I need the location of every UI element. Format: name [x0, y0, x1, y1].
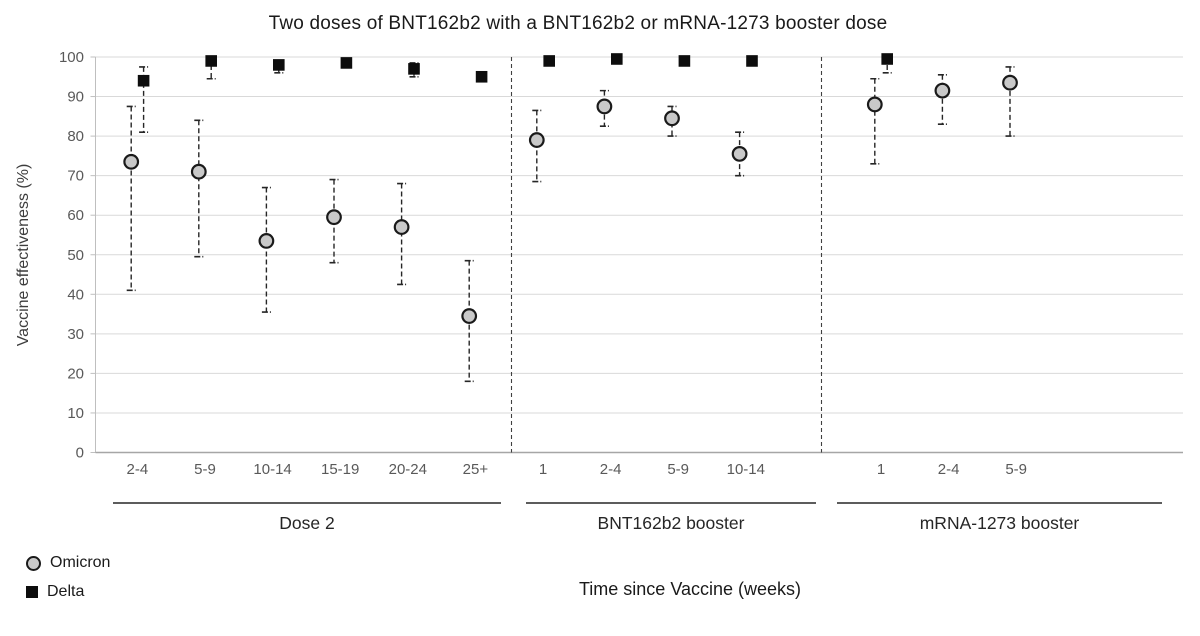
data-point-delta [881, 53, 893, 65]
y-tick-label: 50 [67, 247, 84, 264]
y-tick-label: 30 [67, 326, 84, 343]
y-tick-label: 70 [67, 168, 84, 185]
x-category-label: 25+ [463, 461, 489, 478]
data-point-delta [137, 74, 150, 87]
data-point-omicron [596, 98, 613, 115]
group-label: Dose 2 [279, 513, 334, 533]
x-category-label: 1 [539, 461, 547, 478]
y-tick-label: 80 [67, 128, 84, 145]
data-point-delta [205, 55, 217, 67]
x-category-label: 5-9 [1005, 461, 1027, 478]
legend-item-omicron: Omicron [26, 554, 110, 572]
x-category-label: 20-24 [389, 461, 427, 478]
y-tick-label: 20 [67, 365, 84, 382]
x-category-label: 1 [877, 461, 885, 478]
data-point-omicron [326, 209, 342, 226]
x-category-label: 10-14 [727, 461, 765, 478]
data-point-omicron [866, 96, 883, 113]
x-category-label: 10-14 [253, 461, 291, 478]
data-point-omicron [934, 82, 951, 99]
omicron-circle-marker-icon [26, 555, 41, 571]
y-tick-label: 10 [67, 405, 84, 422]
data-point-delta [408, 63, 420, 75]
data-point-omicron [258, 233, 275, 249]
data-point-omicron [190, 163, 207, 180]
data-point-delta [746, 55, 758, 67]
data-point-delta [678, 55, 691, 67]
y-tick-label: 90 [67, 89, 84, 106]
data-point-omicron [123, 153, 140, 170]
group-label: BNT162b2 booster [598, 513, 745, 533]
x-category-label: 2-4 [938, 461, 960, 478]
data-point-omicron [393, 219, 410, 235]
data-point-delta [340, 57, 353, 69]
legend: Omicron Delta [26, 554, 110, 601]
data-point-delta [543, 55, 555, 67]
delta-square-marker-icon [26, 586, 38, 598]
x-category-label: 15-19 [321, 461, 359, 478]
x-category-label: 5-9 [667, 461, 689, 478]
y-tick-label: 40 [67, 286, 84, 303]
x-category-label: 5-9 [194, 461, 216, 478]
data-point-omicron [461, 308, 478, 324]
legend-label-omicron: Omicron [50, 554, 111, 571]
data-point-delta [475, 70, 488, 83]
y-tick-label: 0 [76, 445, 84, 462]
group-label: mRNA-1273 booster [920, 513, 1080, 533]
x-category-label: 2-4 [127, 461, 149, 478]
y-tick-label: 100 [59, 49, 84, 66]
data-point-omicron [664, 110, 680, 127]
legend-item-delta: Delta [26, 583, 110, 601]
chart-title: Two doses of BNT162b2 with a BNT162b2 or… [268, 13, 888, 34]
x-category-label: 2-4 [600, 461, 622, 478]
data-point-omicron [731, 145, 748, 162]
data-point-omicron [528, 132, 545, 148]
data-point-delta [611, 53, 623, 65]
legend-label-delta: Delta [47, 583, 85, 600]
x-axis-title: Time since Vaccine (weeks) [578, 579, 802, 599]
data-point-delta [273, 59, 285, 71]
data-point-omicron [1002, 74, 1018, 91]
y-tick-label: 60 [67, 207, 84, 224]
